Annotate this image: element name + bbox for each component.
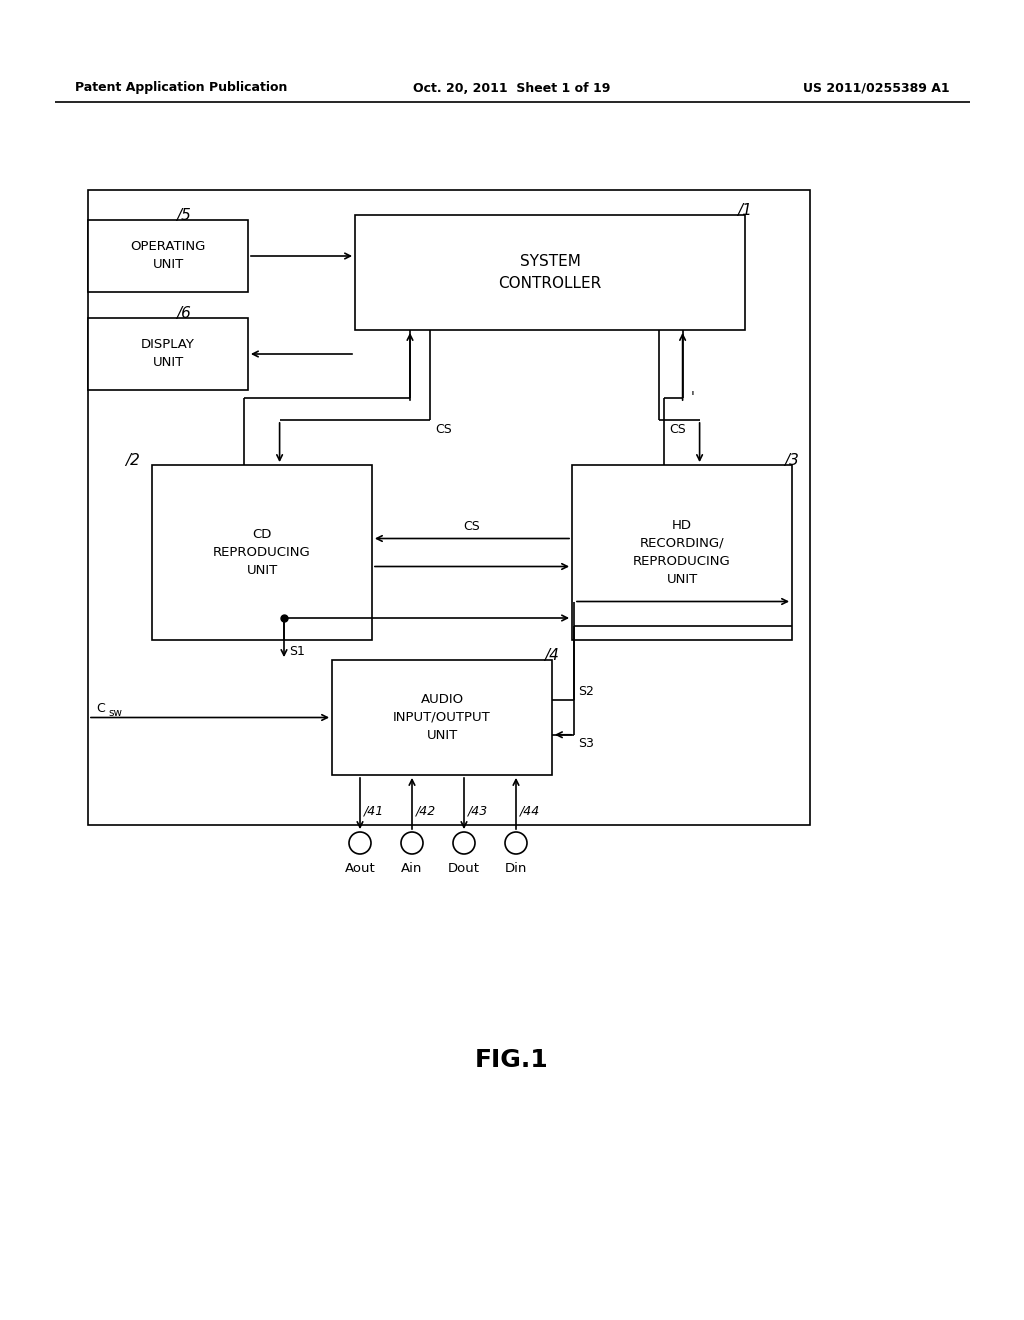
- Circle shape: [453, 832, 475, 854]
- Text: Aout: Aout: [345, 862, 376, 875]
- Text: /5: /5: [176, 209, 190, 223]
- Text: /42: /42: [416, 805, 436, 818]
- Bar: [332, 660, 552, 775]
- Text: /1: /1: [737, 203, 752, 218]
- Bar: [88, 190, 810, 825]
- Text: S3: S3: [578, 737, 594, 750]
- Text: C: C: [96, 701, 104, 714]
- Text: /2: /2: [125, 453, 140, 469]
- Text: Ain: Ain: [401, 862, 423, 875]
- Circle shape: [401, 832, 423, 854]
- Text: CS: CS: [464, 520, 480, 533]
- Text: ': ': [690, 389, 694, 404]
- Bar: [572, 465, 792, 640]
- Text: DISPLAY
UNIT: DISPLAY UNIT: [141, 338, 195, 370]
- Text: S1: S1: [289, 645, 305, 657]
- Bar: [88, 318, 248, 389]
- Bar: [355, 215, 745, 330]
- Text: CS: CS: [670, 422, 686, 436]
- Text: /44: /44: [520, 805, 541, 818]
- Text: /6: /6: [176, 306, 190, 321]
- Text: FIG.1: FIG.1: [475, 1048, 549, 1072]
- Text: AUDIO
INPUT/OUTPUT
UNIT: AUDIO INPUT/OUTPUT UNIT: [393, 693, 490, 742]
- Text: Oct. 20, 2011  Sheet 1 of 19: Oct. 20, 2011 Sheet 1 of 19: [414, 82, 610, 95]
- Text: CD
REPRODUCING
UNIT: CD REPRODUCING UNIT: [213, 528, 311, 577]
- Text: Dout: Dout: [449, 862, 480, 875]
- Text: Patent Application Publication: Patent Application Publication: [75, 82, 288, 95]
- Text: HD
RECORDING/
REPRODUCING
UNIT: HD RECORDING/ REPRODUCING UNIT: [633, 519, 731, 586]
- Circle shape: [505, 832, 527, 854]
- Text: US 2011/0255389 A1: US 2011/0255389 A1: [804, 82, 950, 95]
- Text: S2: S2: [578, 685, 594, 698]
- Text: OPERATING
UNIT: OPERATING UNIT: [130, 240, 206, 272]
- Text: /4: /4: [544, 648, 559, 663]
- Text: CS: CS: [435, 422, 452, 436]
- Text: /41: /41: [364, 805, 384, 818]
- Text: /3: /3: [784, 453, 799, 469]
- Bar: [88, 220, 248, 292]
- Bar: [152, 465, 372, 640]
- Circle shape: [349, 832, 371, 854]
- Text: sw: sw: [108, 709, 122, 718]
- Text: SYSTEM
CONTROLLER: SYSTEM CONTROLLER: [499, 255, 602, 290]
- Text: Din: Din: [505, 862, 527, 875]
- Text: /43: /43: [468, 805, 488, 818]
